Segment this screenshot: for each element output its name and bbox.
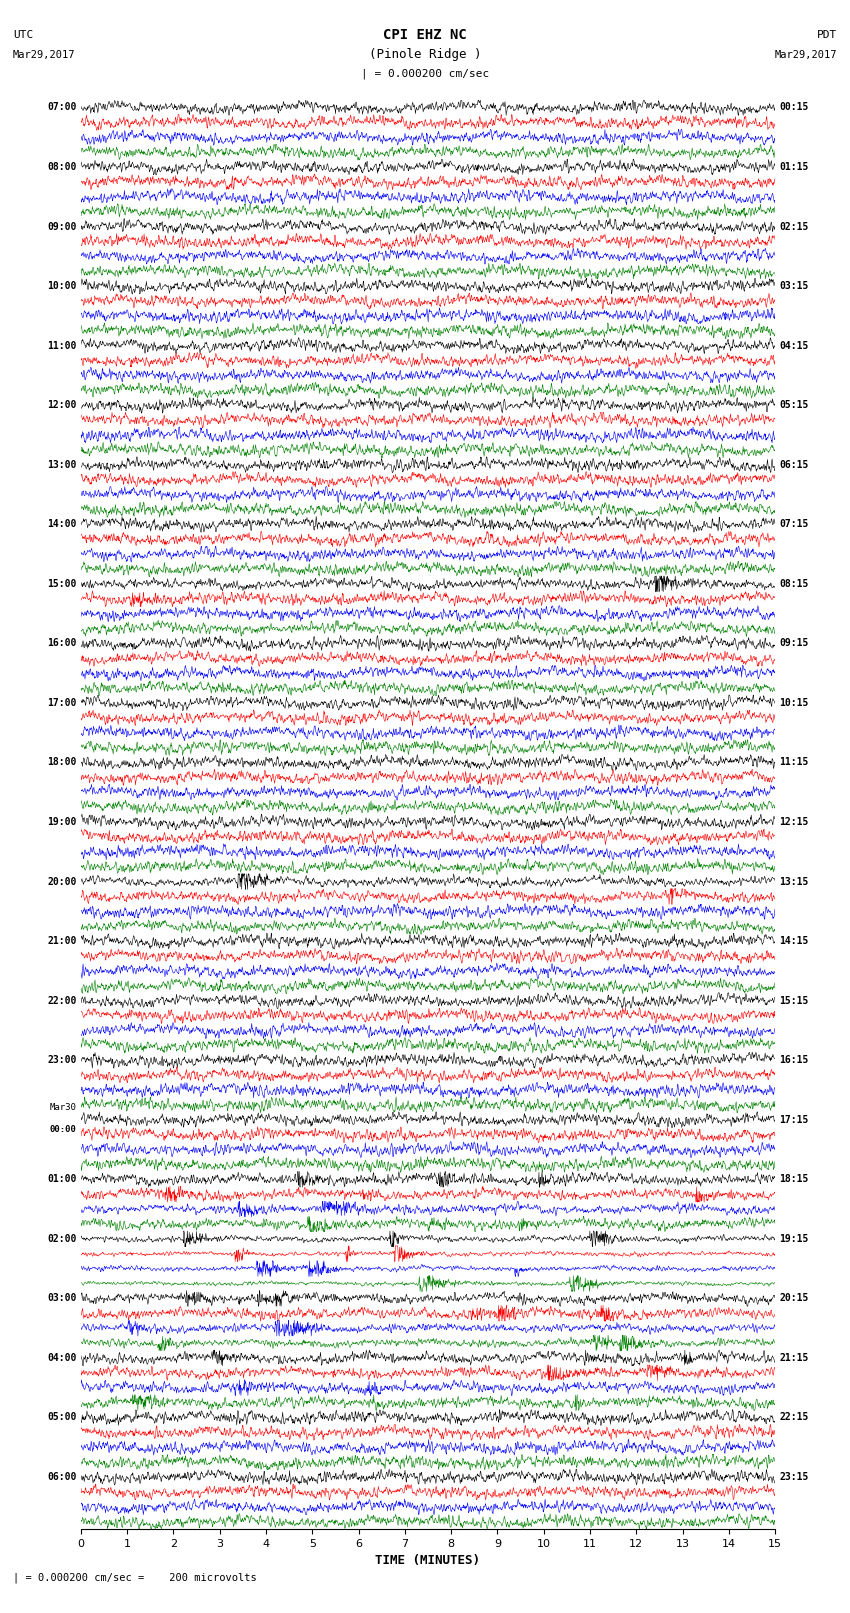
Text: Mar30: Mar30 (49, 1103, 76, 1111)
Text: 00:15: 00:15 (779, 103, 809, 113)
Text: 12:00: 12:00 (47, 400, 76, 410)
Text: 05:15: 05:15 (779, 400, 809, 410)
Text: 23:15: 23:15 (779, 1473, 809, 1482)
Text: 12:15: 12:15 (779, 818, 809, 827)
Text: 04:00: 04:00 (47, 1353, 76, 1363)
Text: 01:15: 01:15 (779, 161, 809, 173)
Text: 16:00: 16:00 (47, 639, 76, 648)
Text: 17:15: 17:15 (779, 1115, 809, 1124)
Text: 14:00: 14:00 (47, 519, 76, 529)
Text: 15:00: 15:00 (47, 579, 76, 589)
Text: 20:15: 20:15 (779, 1294, 809, 1303)
Text: 18:15: 18:15 (779, 1174, 809, 1184)
Text: 14:15: 14:15 (779, 936, 809, 947)
X-axis label: TIME (MINUTES): TIME (MINUTES) (376, 1555, 480, 1568)
Text: 08:00: 08:00 (47, 161, 76, 173)
Text: 06:00: 06:00 (47, 1473, 76, 1482)
Text: 09:15: 09:15 (779, 639, 809, 648)
Text: 07:00: 07:00 (47, 103, 76, 113)
Text: 21:15: 21:15 (779, 1353, 809, 1363)
Text: 13:15: 13:15 (779, 876, 809, 887)
Text: 15:15: 15:15 (779, 995, 809, 1005)
Text: 10:15: 10:15 (779, 698, 809, 708)
Text: (Pinole Ridge ): (Pinole Ridge ) (369, 48, 481, 61)
Text: 00:00: 00:00 (49, 1124, 76, 1134)
Text: 04:15: 04:15 (779, 340, 809, 350)
Text: 11:00: 11:00 (47, 340, 76, 350)
Text: Mar29,2017: Mar29,2017 (774, 50, 837, 60)
Text: 11:15: 11:15 (779, 758, 809, 768)
Text: 19:00: 19:00 (47, 818, 76, 827)
Text: Mar29,2017: Mar29,2017 (13, 50, 76, 60)
Text: 02:15: 02:15 (779, 221, 809, 232)
Text: | = 0.000200 cm/sec: | = 0.000200 cm/sec (361, 69, 489, 79)
Text: PDT: PDT (817, 31, 837, 40)
Text: CPI EHZ NC: CPI EHZ NC (383, 29, 467, 42)
Text: 08:15: 08:15 (779, 579, 809, 589)
Text: 02:00: 02:00 (47, 1234, 76, 1244)
Text: 03:15: 03:15 (779, 281, 809, 290)
Text: 07:15: 07:15 (779, 519, 809, 529)
Text: 21:00: 21:00 (47, 936, 76, 947)
Text: 22:00: 22:00 (47, 995, 76, 1005)
Text: 06:15: 06:15 (779, 460, 809, 469)
Text: 09:00: 09:00 (47, 221, 76, 232)
Text: 01:00: 01:00 (47, 1174, 76, 1184)
Text: UTC: UTC (13, 31, 33, 40)
Text: 05:00: 05:00 (47, 1413, 76, 1423)
Text: 19:15: 19:15 (779, 1234, 809, 1244)
Text: | = 0.000200 cm/sec =    200 microvolts: | = 0.000200 cm/sec = 200 microvolts (13, 1573, 257, 1582)
Text: 22:15: 22:15 (779, 1413, 809, 1423)
Text: 13:00: 13:00 (47, 460, 76, 469)
Text: 03:00: 03:00 (47, 1294, 76, 1303)
Text: 16:15: 16:15 (779, 1055, 809, 1065)
Text: 23:00: 23:00 (47, 1055, 76, 1065)
Text: 17:00: 17:00 (47, 698, 76, 708)
Text: 18:00: 18:00 (47, 758, 76, 768)
Text: 10:00: 10:00 (47, 281, 76, 290)
Text: 20:00: 20:00 (47, 876, 76, 887)
